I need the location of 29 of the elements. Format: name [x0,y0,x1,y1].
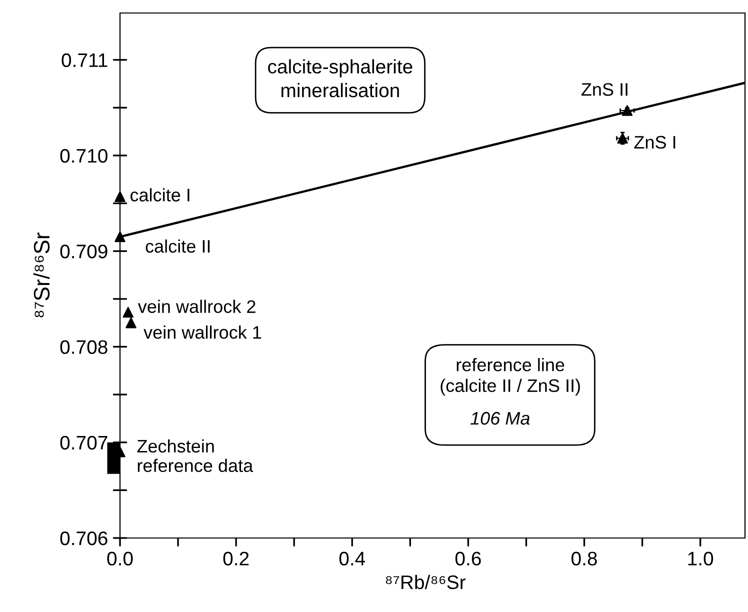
point [114,231,126,242]
annotation: reference line (calcite II / ZnS II) [440,358,580,396]
point [114,191,126,202]
series-label: Zechstein reference data [137,439,254,472]
y-tick-label: 0.709 [60,244,108,258]
x-tick-label: 0.2 [223,552,249,566]
y-tick-label: 0.708 [60,340,108,354]
point [622,105,633,116]
point [126,317,136,328]
x-tick-label: 0.0 [107,552,133,566]
x-axis-title: ⁸⁷Rb/⁸⁶Sr [386,574,466,590]
y-tick-label: 0.711 [62,53,108,68]
point [122,306,134,318]
series-label: vein wallrock 2 [138,300,256,313]
x-tick-label: 0.6 [455,552,481,566]
series-label: calcite I [130,188,190,202]
y-axis-title: ⁸⁷Sr/⁸⁶Sr [33,232,50,318]
x-tick-label: 1.0 [688,552,714,566]
series-label: ZnS I [634,136,676,149]
series-label: vein wallrock 1 [144,326,262,339]
y-tick-label: 0.706 [60,531,108,546]
y-tick-label: 0.710 [60,148,108,163]
annotation: calcite-sphalerite mineralisation [268,59,412,98]
x-tick-label: 0.4 [339,552,366,566]
y-tick-label: 0.707 [60,436,108,450]
annotation: 106 Ma [470,412,530,425]
x-tick-label: 0.8 [572,552,597,566]
series-label: ZnS II [581,83,628,96]
series-label: calcite II [146,239,210,253]
